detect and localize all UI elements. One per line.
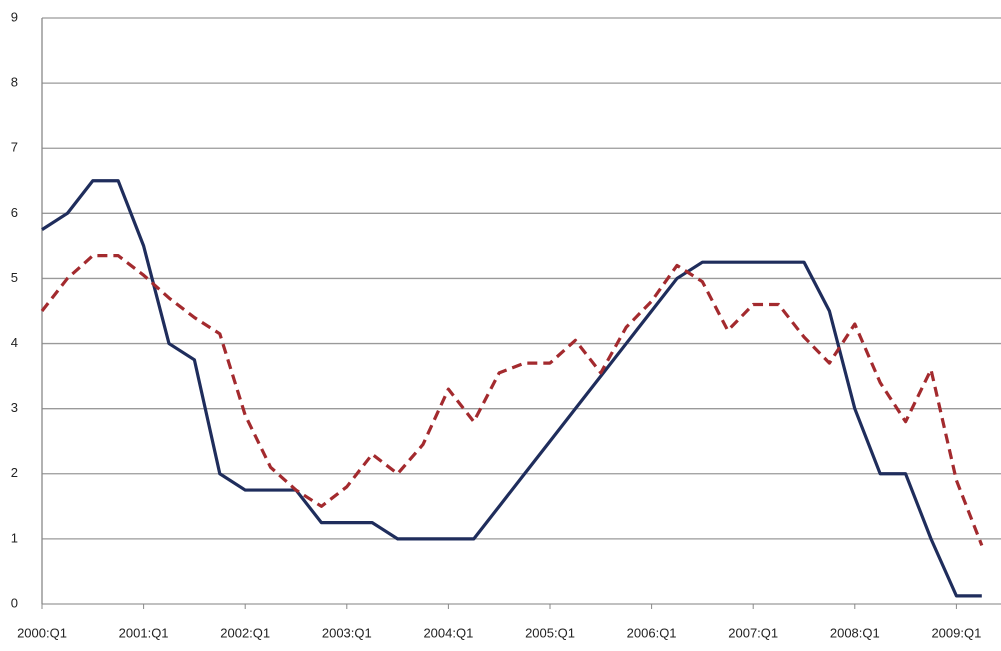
y-tick-label: 8 (11, 75, 18, 90)
y-tick-label: 7 (11, 140, 18, 155)
y-tick-label: 4 (11, 335, 18, 350)
x-tick-label: 2002:Q1 (220, 625, 270, 640)
x-tick-label: 2003:Q1 (322, 625, 372, 640)
x-tick-label: 2006:Q1 (627, 625, 677, 640)
x-tick-label: 2007:Q1 (728, 625, 778, 640)
x-tick-label: 2000:Q1 (17, 625, 67, 640)
x-tick-label: 2009:Q1 (931, 625, 981, 640)
x-tick-label: 2001:Q1 (119, 625, 169, 640)
y-tick-label: 9 (11, 9, 18, 24)
y-tick-label: 0 (11, 595, 18, 610)
y-tick-label: 5 (11, 270, 18, 285)
y-tick-label: 3 (11, 400, 18, 415)
x-tick-label: 2008:Q1 (830, 625, 880, 640)
y-tick-label: 1 (11, 530, 18, 545)
series-line (40, 254, 984, 546)
y-tick-label: 6 (11, 205, 18, 220)
y-tick-label: 2 (11, 465, 18, 480)
x-tick-label: 2005:Q1 (525, 625, 575, 640)
x-tick-label: 2004:Q1 (423, 625, 473, 640)
series-line (41, 179, 982, 598)
